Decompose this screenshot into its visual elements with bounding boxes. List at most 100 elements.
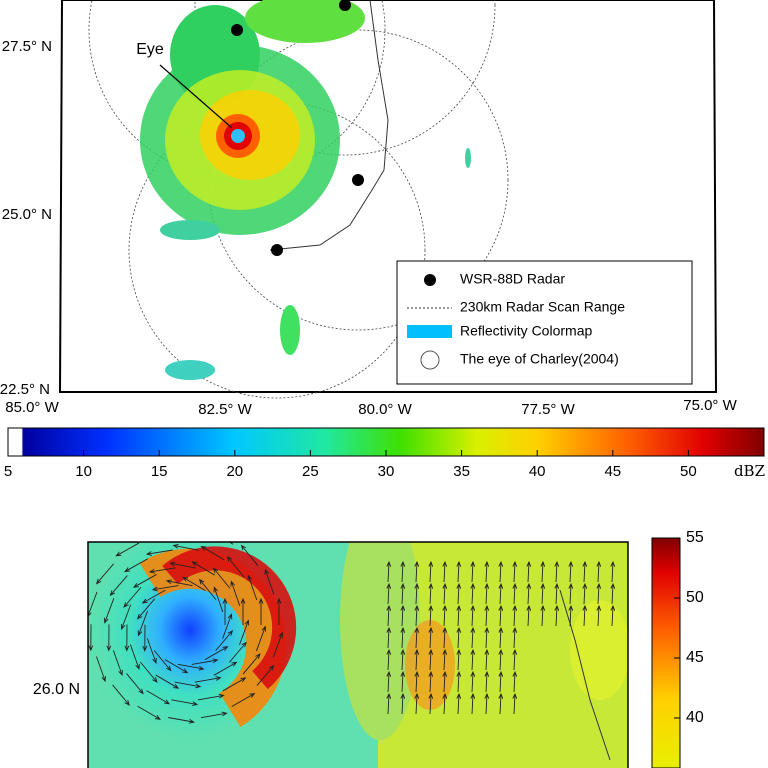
lat-label: 27.5° N (2, 38, 52, 55)
arrow (129, 644, 140, 671)
arrow (512, 582, 518, 605)
arrow (240, 597, 246, 625)
arrow (484, 560, 490, 583)
lon-label: 80.0° W (358, 401, 412, 418)
lon-label: 85.0° W (5, 399, 59, 416)
arrow (554, 604, 560, 627)
arrow (414, 692, 420, 715)
tick-label: 20 (226, 463, 243, 480)
arrow (137, 705, 161, 720)
arrow (540, 604, 546, 627)
arrow (144, 532, 170, 537)
arrow (596, 560, 602, 583)
arrow (400, 648, 406, 671)
arrow (610, 560, 616, 583)
arrow (498, 692, 504, 715)
arrow (177, 527, 203, 533)
arrow (139, 661, 158, 683)
arrow (414, 604, 420, 627)
arrow (400, 604, 406, 627)
arrow (172, 543, 200, 551)
arrow (442, 648, 448, 671)
arrow (498, 648, 504, 671)
arrow (95, 563, 114, 585)
arrow (148, 567, 176, 574)
legend-entry: Reflectivity Colormap (460, 323, 592, 339)
arrow (400, 582, 406, 605)
arrow (414, 626, 420, 649)
arrow (171, 699, 199, 706)
arrow (568, 582, 574, 605)
arrow (231, 693, 256, 707)
arrow (484, 692, 490, 715)
arrow (177, 663, 205, 671)
arrow (484, 582, 490, 605)
arrow (386, 692, 392, 715)
legend: WSR-88D Radar 230km Radar Scan Range Ref… (396, 260, 693, 385)
arrow (512, 604, 518, 627)
colorbar-bar (651, 537, 681, 768)
tick-label: 5 (4, 463, 12, 480)
arrow (272, 631, 283, 658)
arrow (442, 582, 448, 605)
arrow (106, 624, 112, 652)
arrow (540, 582, 546, 605)
arrow (146, 638, 157, 664)
colorbar: dBZ 5 10 15 20 25 30 35 40 45 50 (4, 427, 765, 480)
arrow (165, 579, 193, 587)
wind-vectors (88, 527, 616, 724)
top-map: Eye 27.5° N 25.0° N 22.5° N 85.0° W 82.5… (0, 0, 738, 418)
arrow (115, 542, 140, 557)
lat-label: 26.0 N (33, 681, 80, 698)
arrow (88, 624, 94, 652)
arrow (386, 582, 392, 605)
arrow (442, 692, 448, 715)
arrow (582, 560, 588, 583)
arrow (109, 575, 128, 597)
arrow (197, 693, 225, 701)
arrow (151, 585, 179, 592)
arrow (256, 664, 275, 686)
arrow (512, 670, 518, 693)
arrow (222, 597, 228, 625)
arrow (153, 650, 172, 672)
arrow (456, 560, 462, 583)
arrow (470, 604, 476, 627)
arrow (414, 560, 420, 583)
arrow (123, 586, 142, 608)
arrow (582, 604, 588, 627)
colorbar-unit: dBZ (734, 462, 765, 480)
arrow (428, 692, 434, 715)
arrow (191, 561, 215, 576)
arrow (174, 681, 202, 689)
lat-label: 22.5° N (0, 381, 50, 398)
arrow (428, 670, 434, 693)
arrow (554, 582, 560, 605)
legend-entry: WSR-88D Radar (460, 271, 565, 287)
arrow (512, 626, 518, 649)
arrow (414, 670, 420, 693)
arrow (428, 604, 434, 627)
arrow (386, 626, 392, 649)
arrow (230, 580, 241, 607)
arrow (512, 560, 518, 583)
arrow (124, 558, 148, 573)
arrow (194, 676, 222, 683)
arrow (247, 574, 258, 601)
arrow (428, 560, 434, 583)
arrow (498, 626, 504, 649)
arrow (258, 597, 264, 625)
arrow (229, 641, 247, 663)
arrow (120, 604, 132, 631)
arrow (200, 545, 225, 561)
arrow (498, 670, 504, 693)
tick-label: 40 (529, 463, 546, 480)
arrow (540, 560, 546, 583)
arrow (164, 659, 189, 674)
arrow (442, 626, 448, 649)
reflectivity (140, 0, 471, 380)
arrow (596, 604, 602, 627)
arrow (276, 597, 282, 625)
